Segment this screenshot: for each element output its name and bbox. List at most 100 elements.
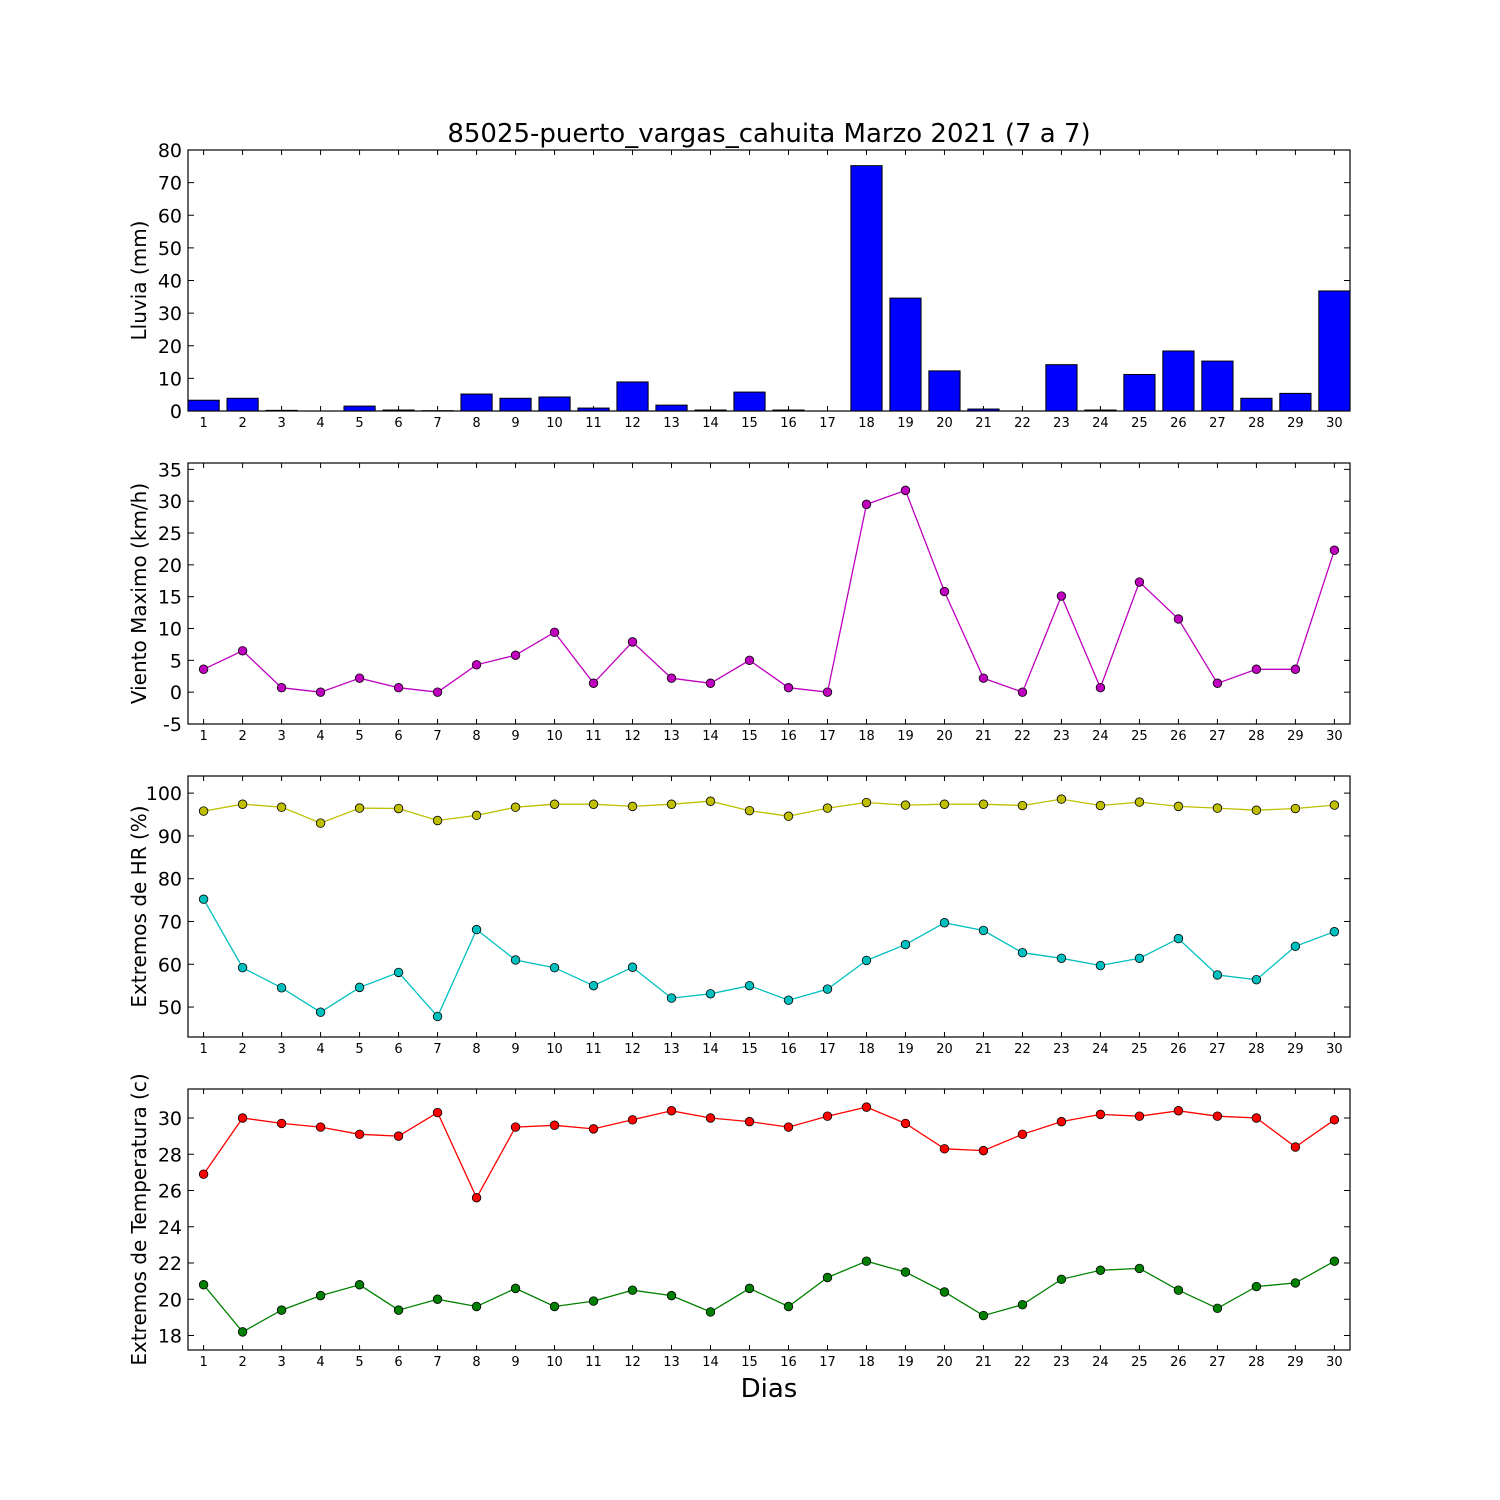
y-tick-label: 5 xyxy=(170,650,182,672)
data-point xyxy=(393,803,404,814)
x-tick-label: 17 xyxy=(819,1355,836,1370)
x-tick-label: 19 xyxy=(897,729,914,744)
data-point xyxy=(939,586,950,597)
x-tick-label: 19 xyxy=(897,416,914,431)
x-tick-label: 10 xyxy=(546,729,563,744)
data-point xyxy=(1095,1109,1106,1120)
data-point xyxy=(1017,1299,1028,1310)
data-point xyxy=(432,1107,443,1118)
data-point xyxy=(900,800,911,810)
data-point xyxy=(588,980,599,991)
data-point xyxy=(783,995,794,1005)
data-point xyxy=(393,967,404,978)
rain-bar xyxy=(772,409,805,412)
data-point xyxy=(744,1116,755,1127)
data-point xyxy=(1173,801,1184,812)
data-point xyxy=(276,802,287,812)
data-point xyxy=(1251,805,1262,815)
x-tick-label: 27 xyxy=(1209,1042,1226,1057)
x-tick-label: 22 xyxy=(1014,1042,1031,1057)
data-point xyxy=(1251,1113,1262,1123)
data-point xyxy=(1134,953,1145,963)
x-tick-label: 5 xyxy=(355,729,363,744)
data-point xyxy=(432,687,443,697)
rain-bar xyxy=(538,396,571,412)
x-tick-label: 28 xyxy=(1248,1355,1265,1370)
x-tick-label: 29 xyxy=(1287,1042,1304,1057)
x-tick-label: 2 xyxy=(238,729,246,744)
data-point xyxy=(549,799,560,809)
x-tick-label: 7 xyxy=(433,729,441,744)
y-tick-label: 100 xyxy=(146,783,182,805)
rain-bar xyxy=(1123,373,1156,412)
x-tick-label: 3 xyxy=(277,729,285,744)
x-tick-label: 25 xyxy=(1131,1355,1148,1370)
y-tick-label: 18 xyxy=(158,1326,182,1348)
data-point xyxy=(822,1272,833,1283)
data-point xyxy=(471,1301,482,1312)
y-tick-label: 90 xyxy=(158,826,182,848)
y-tick-label: 30 xyxy=(158,303,182,325)
x-axis-label: Dias xyxy=(741,1374,798,1404)
data-point xyxy=(471,1193,482,1203)
data-point xyxy=(861,1102,872,1112)
x-tick-label: 9 xyxy=(511,729,519,744)
data-point xyxy=(822,803,833,813)
x-tick-label: 9 xyxy=(511,1042,519,1057)
x-tick-label: 7 xyxy=(433,416,441,431)
x-tick-label: 29 xyxy=(1287,729,1304,744)
x-tick-label: 14 xyxy=(702,729,719,744)
x-tick-label: 21 xyxy=(975,1355,992,1370)
x-tick-label: 23 xyxy=(1053,416,1070,431)
x-tick-label: 26 xyxy=(1170,1355,1187,1370)
data-point xyxy=(1056,1116,1067,1127)
rain-bar xyxy=(187,399,220,412)
y-tick-label: 10 xyxy=(158,619,182,641)
x-tick-label: 11 xyxy=(585,729,602,744)
data-point xyxy=(588,799,599,809)
data-point xyxy=(1290,803,1301,814)
rain-bar xyxy=(499,397,532,412)
data-point xyxy=(315,1122,326,1132)
rain-bar xyxy=(1201,360,1234,412)
y-tick-label: 60 xyxy=(158,205,182,227)
x-tick-label: 18 xyxy=(858,416,875,431)
series-line xyxy=(203,898,1335,1018)
data-point xyxy=(900,1118,911,1129)
data-point xyxy=(1251,1281,1262,1292)
rain-bar xyxy=(733,391,766,412)
y-tick-label: 20 xyxy=(158,555,182,577)
data-point xyxy=(1290,1278,1301,1288)
y-tick-label: 70 xyxy=(158,911,182,933)
data-point xyxy=(861,499,872,510)
x-tick-label: 11 xyxy=(585,416,602,431)
data-point xyxy=(432,815,443,826)
x-tick-label: 14 xyxy=(702,1042,719,1057)
data-point xyxy=(861,797,872,808)
data-point xyxy=(939,1287,950,1297)
x-tick-label: 13 xyxy=(663,729,680,744)
x-tick-label: 4 xyxy=(316,729,324,744)
data-point xyxy=(1329,545,1340,555)
data-point xyxy=(549,962,560,973)
y-tick-label: 50 xyxy=(158,238,182,260)
data-point xyxy=(705,1113,716,1123)
x-tick-label: 13 xyxy=(663,416,680,431)
data-point xyxy=(432,1294,443,1304)
x-tick-label: 3 xyxy=(277,1355,285,1370)
y-axis-label: Extremos de HR (%) xyxy=(127,805,151,1007)
plot-frame xyxy=(187,775,1351,1038)
rain-bar xyxy=(655,404,688,412)
data-point xyxy=(588,1124,599,1134)
x-tick-label: 22 xyxy=(1014,1355,1031,1370)
plot-frame xyxy=(187,462,1351,725)
y-tick-label: 20 xyxy=(158,336,182,358)
x-tick-label: 12 xyxy=(624,1042,641,1057)
data-point xyxy=(1329,927,1340,937)
x-tick-label: 21 xyxy=(975,1042,992,1057)
x-tick-label: 21 xyxy=(975,729,992,744)
x-tick-label: 20 xyxy=(936,729,953,744)
